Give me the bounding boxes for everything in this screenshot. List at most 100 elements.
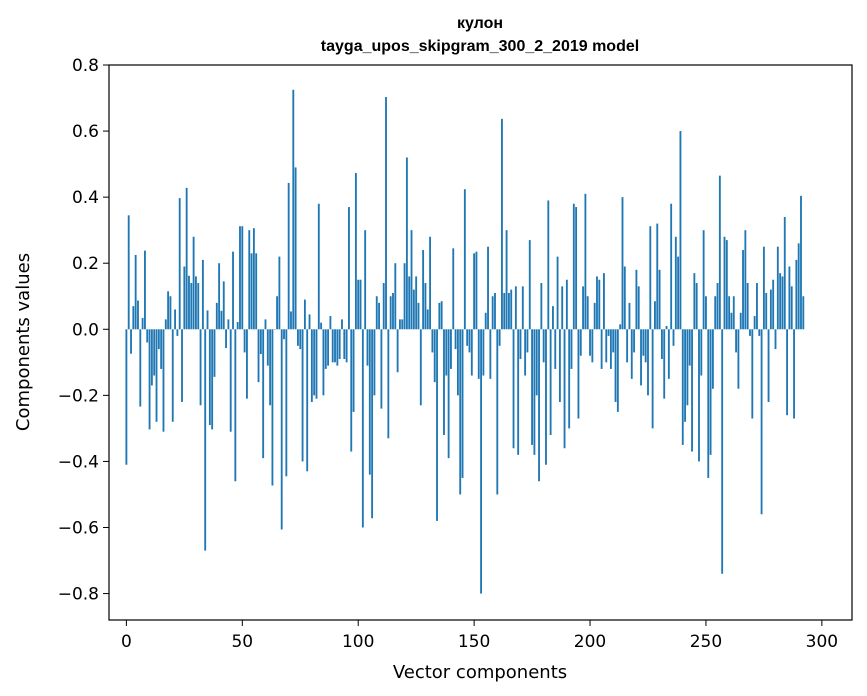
x-tick-label: 0 bbox=[121, 632, 132, 652]
bar-74 bbox=[297, 329, 299, 346]
bar-205 bbox=[600, 329, 603, 369]
bar-279 bbox=[772, 279, 775, 330]
bar-33 bbox=[201, 259, 204, 330]
bar-27 bbox=[188, 275, 190, 330]
bar-256 bbox=[718, 175, 721, 330]
bar-277 bbox=[767, 329, 770, 402]
bar-128 bbox=[422, 250, 425, 330]
bar-96 bbox=[348, 207, 350, 330]
bar-191 bbox=[568, 329, 571, 429]
bar-30 bbox=[195, 276, 197, 330]
bar-246 bbox=[695, 283, 698, 330]
bar-152 bbox=[477, 329, 480, 379]
bar-91 bbox=[336, 329, 339, 366]
bar-169 bbox=[517, 329, 520, 455]
bar-207 bbox=[605, 329, 608, 363]
bar-38 bbox=[213, 329, 216, 377]
bar-189 bbox=[563, 329, 566, 449]
bar-99 bbox=[354, 173, 357, 330]
bar-145 bbox=[461, 329, 464, 478]
bar-105 bbox=[368, 329, 371, 475]
bar-155 bbox=[484, 312, 487, 330]
bar-274 bbox=[760, 329, 763, 515]
bar-85 bbox=[322, 329, 325, 396]
bar-149 bbox=[470, 329, 473, 376]
bar-73 bbox=[294, 167, 297, 330]
bar-176 bbox=[533, 329, 536, 455]
bar-70 bbox=[287, 182, 290, 330]
bar-57 bbox=[257, 329, 260, 383]
bar-31 bbox=[197, 283, 200, 330]
bar-37 bbox=[211, 329, 214, 430]
bar-43 bbox=[225, 329, 227, 349]
bar-233 bbox=[665, 325, 668, 330]
bar-46 bbox=[232, 251, 234, 330]
bar-123 bbox=[410, 230, 413, 330]
bar-141 bbox=[452, 248, 455, 330]
bar-241 bbox=[684, 329, 687, 422]
bar-136 bbox=[440, 301, 443, 330]
bar-50 bbox=[241, 226, 244, 330]
bar-158 bbox=[491, 296, 494, 330]
bar-22 bbox=[176, 329, 179, 336]
bar-218 bbox=[630, 329, 633, 379]
bar-268 bbox=[746, 283, 749, 330]
bar-220 bbox=[635, 269, 638, 330]
bar-275 bbox=[762, 246, 765, 330]
bar-263 bbox=[735, 329, 738, 353]
bar-236 bbox=[672, 329, 675, 346]
bar-271 bbox=[753, 316, 756, 330]
bar-89 bbox=[331, 329, 334, 363]
bar-201 bbox=[591, 329, 594, 363]
bar-278 bbox=[769, 289, 772, 330]
bar-253 bbox=[711, 329, 714, 389]
chart-subtitle: tayga_upos_skipgram_300_2_2019 model bbox=[321, 38, 639, 55]
bar-86 bbox=[324, 329, 327, 369]
bar-53 bbox=[248, 230, 251, 330]
bar-167 bbox=[512, 329, 515, 449]
bar-45 bbox=[229, 329, 232, 432]
bar-55 bbox=[252, 228, 255, 330]
bar-165 bbox=[507, 292, 510, 330]
bar-90 bbox=[334, 329, 336, 363]
bar-25 bbox=[183, 266, 186, 330]
bar-234 bbox=[667, 329, 670, 379]
bar-110 bbox=[380, 329, 383, 409]
bar-62 bbox=[269, 329, 272, 406]
bar-12 bbox=[153, 329, 156, 376]
bar-270 bbox=[751, 329, 754, 419]
bar-202 bbox=[593, 302, 596, 330]
bar-13 bbox=[155, 329, 158, 422]
bar-261 bbox=[730, 312, 733, 330]
bar-122 bbox=[408, 276, 411, 330]
bar-63 bbox=[271, 329, 274, 486]
bar-238 bbox=[677, 256, 680, 330]
bar-126 bbox=[417, 302, 420, 330]
bar-243 bbox=[688, 329, 691, 366]
bar-80 bbox=[310, 329, 313, 402]
bar-214 bbox=[621, 197, 624, 330]
bar-17 bbox=[164, 319, 167, 330]
bar-276 bbox=[765, 292, 768, 330]
bar-32 bbox=[199, 329, 202, 406]
bar-273 bbox=[758, 329, 761, 336]
bar-203 bbox=[596, 276, 598, 330]
bar-288 bbox=[793, 329, 795, 419]
bar-247 bbox=[698, 329, 700, 462]
bar-181 bbox=[545, 329, 547, 465]
bar-52 bbox=[246, 329, 248, 399]
bar-56 bbox=[255, 253, 258, 330]
x-tick-label: 300 bbox=[806, 632, 838, 652]
bar-187 bbox=[558, 329, 561, 402]
bar-54 bbox=[250, 253, 253, 330]
bar-121 bbox=[405, 157, 408, 330]
bar-2 bbox=[130, 329, 132, 354]
bar-147 bbox=[466, 329, 469, 346]
bar-84 bbox=[320, 322, 323, 330]
bar-190 bbox=[565, 279, 568, 330]
bar-83 bbox=[317, 203, 320, 330]
bar-290 bbox=[797, 243, 800, 330]
bar-257 bbox=[721, 329, 724, 574]
bar-208 bbox=[607, 329, 610, 336]
bar-60 bbox=[264, 319, 267, 330]
